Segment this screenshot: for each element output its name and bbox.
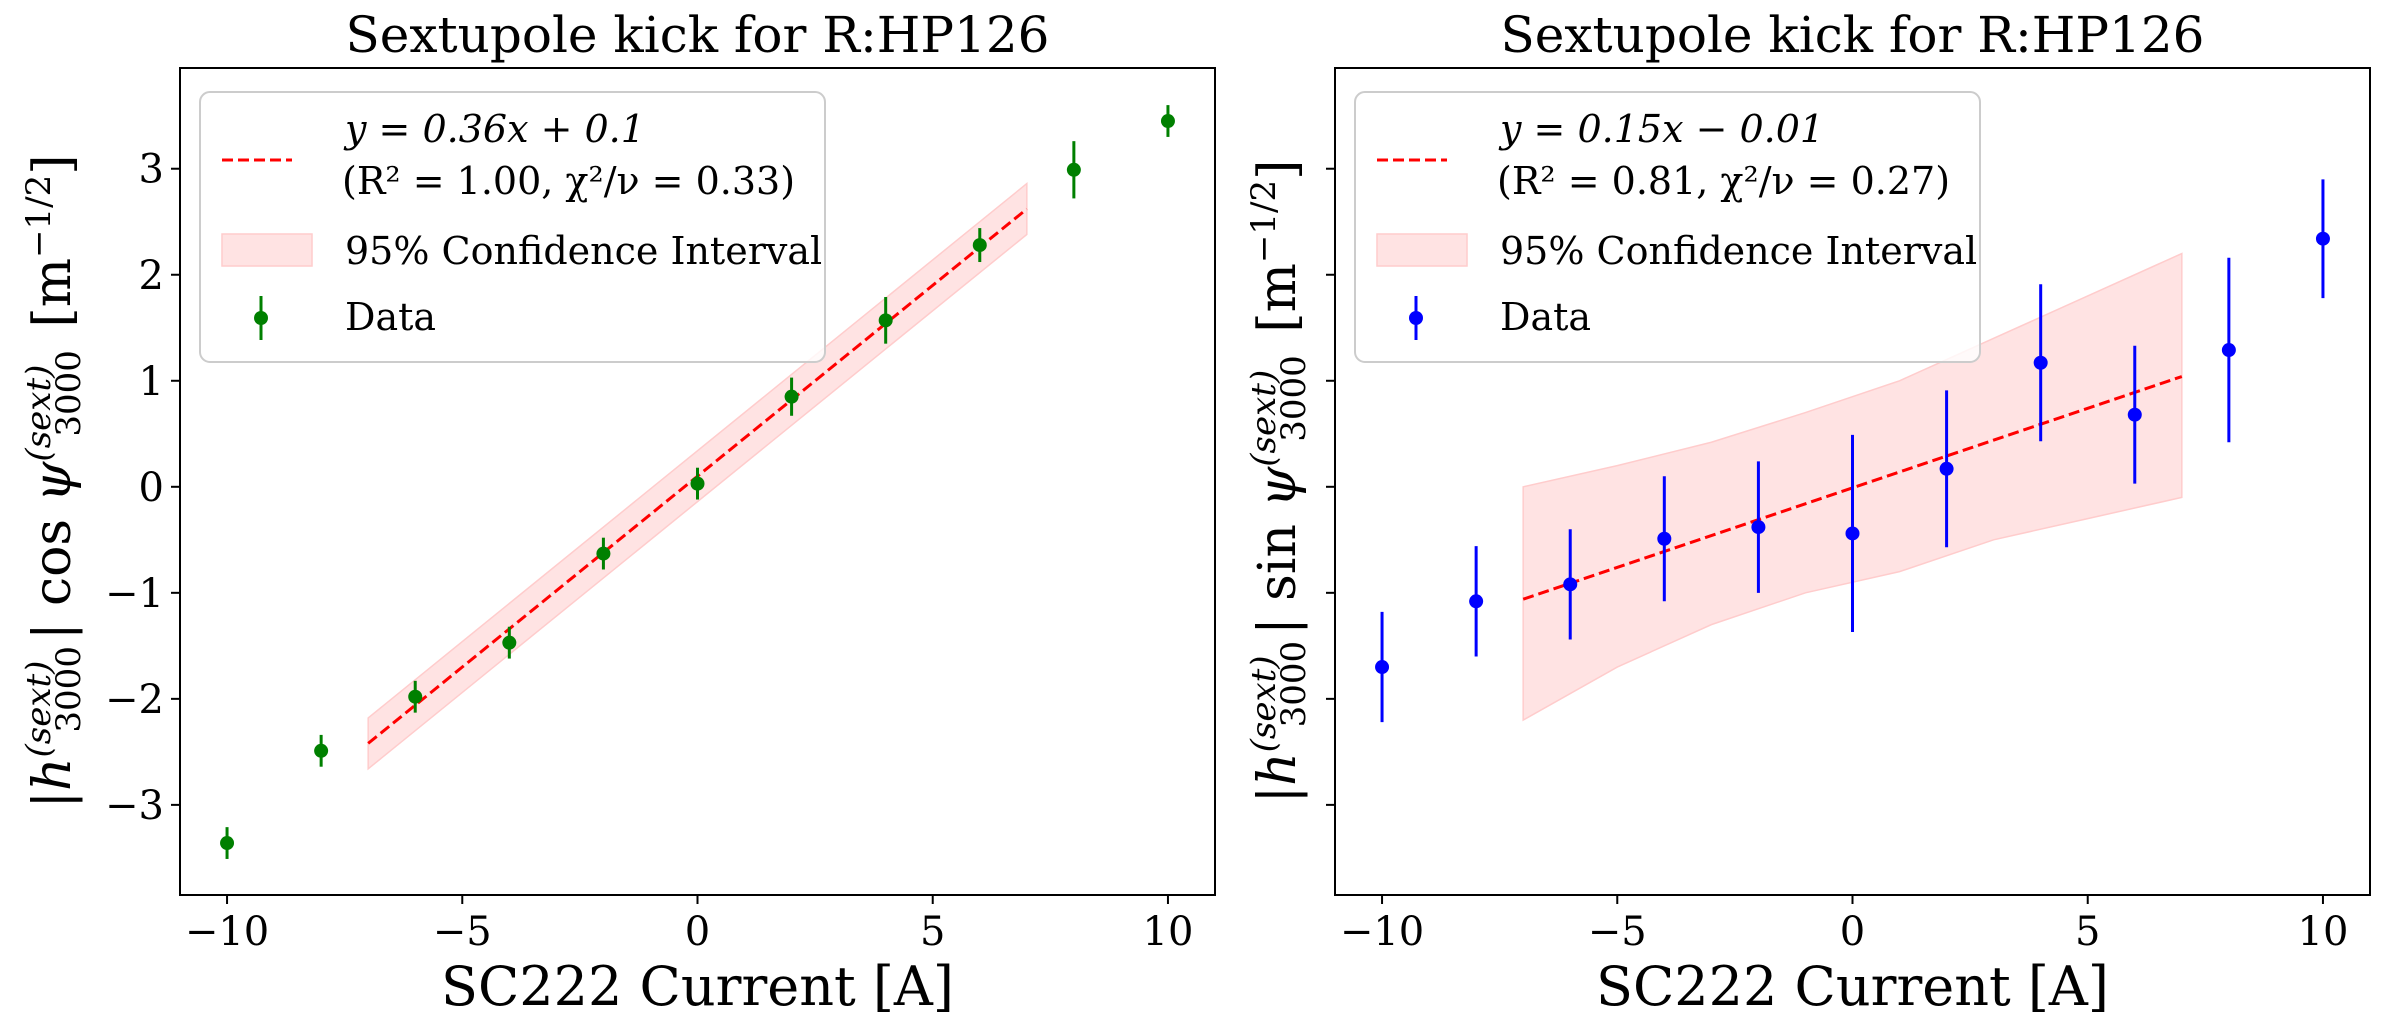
data-point bbox=[220, 827, 235, 859]
data-point bbox=[2315, 179, 2330, 299]
x-tick-label: −5 bbox=[1588, 909, 1647, 955]
legend-box bbox=[199, 91, 826, 363]
y-tick-label: 3 bbox=[139, 147, 164, 193]
y-tick-label: −2 bbox=[105, 677, 164, 723]
y-tick-label: 0 bbox=[139, 465, 164, 511]
legend-band-swatch bbox=[1376, 233, 1468, 267]
data-point bbox=[1066, 141, 1081, 199]
data-point bbox=[314, 734, 329, 767]
x-tick-label: 5 bbox=[920, 909, 945, 955]
legend: y = 0.36x + 0.1 (R² = 1.00, χ²/ν = 0.33) 9… bbox=[199, 91, 826, 363]
data-marker bbox=[1939, 461, 1954, 476]
legend-fit-stats: (R² = 1.00, χ²/ν = 0.33) bbox=[342, 159, 795, 203]
legend-fit-equation: y = 0.15x − 0.01 bbox=[1498, 107, 1824, 151]
data-point bbox=[596, 537, 611, 570]
data-point bbox=[1939, 390, 1954, 548]
data-point bbox=[2221, 257, 2236, 443]
data-marker bbox=[690, 476, 705, 491]
chart-title: Sextupole kick for R:HP126 bbox=[1501, 6, 2205, 64]
fit-line bbox=[1522, 375, 2183, 601]
data-marker bbox=[2221, 343, 2236, 358]
y-tick-label: 2 bbox=[139, 253, 164, 299]
data-point bbox=[1469, 546, 1484, 657]
data-marker bbox=[408, 689, 423, 704]
legend-band-label: 95% Confidence Interval bbox=[345, 229, 822, 273]
data-marker bbox=[1845, 526, 1860, 541]
y-tick-label: −3 bbox=[105, 783, 164, 829]
data-point bbox=[1845, 434, 1860, 633]
legend-data-marker bbox=[254, 311, 268, 325]
data-marker bbox=[314, 743, 329, 758]
x-axis-label: SC222 Current [A] bbox=[1596, 955, 2109, 1018]
x-tick-label: 10 bbox=[2298, 909, 2349, 955]
legend-data-label: Data bbox=[345, 295, 436, 339]
x-tick-label: 0 bbox=[685, 909, 710, 955]
data-marker bbox=[2315, 231, 2330, 246]
x-axis-label: SC222 Current [A] bbox=[441, 955, 954, 1018]
x-tick-label: 10 bbox=[1143, 909, 1194, 955]
data-point bbox=[1563, 529, 1578, 640]
svg-text:|h(sext)3000| cos ψ(sext)3000: |h(sext)3000| cos ψ(sext)3000 [m−1/2] bbox=[19, 154, 90, 808]
data-marker bbox=[1066, 162, 1081, 177]
chart-title: Sextupole kick for R:HP126 bbox=[346, 6, 1050, 64]
data-marker bbox=[972, 238, 987, 253]
data-marker bbox=[878, 313, 893, 328]
data-marker bbox=[1375, 660, 1390, 675]
legend-fit-equation: y = 0.36x + 0.1 bbox=[343, 107, 645, 151]
data-point bbox=[1375, 611, 1390, 723]
y-tick-label: −1 bbox=[105, 571, 164, 617]
legend-data-marker bbox=[1409, 311, 1423, 325]
data-marker bbox=[784, 389, 799, 404]
legend-data-label: Data bbox=[1500, 295, 1591, 339]
x-tick-label: −10 bbox=[185, 909, 269, 955]
y-axis-label: |h(sext)3000| cos ψ(sext)3000 [m−1/2] bbox=[19, 154, 90, 808]
x-tick-label: −5 bbox=[433, 909, 492, 955]
data-point bbox=[408, 680, 423, 713]
legend-fit-stats: (R² = 0.81, χ²/ν = 0.27) bbox=[1497, 159, 1950, 203]
legend-band-swatch bbox=[221, 233, 313, 267]
data-point bbox=[502, 626, 517, 659]
svg-text:|h(sext)3000| sin ψ(sext)3000: |h(sext)3000| sin ψ(sext)3000 [m−1/2] bbox=[1244, 160, 1315, 804]
data-point bbox=[1657, 476, 1672, 602]
data-point bbox=[690, 467, 705, 500]
data-point bbox=[784, 377, 799, 416]
legend: y = 0.15x − 0.01 (R² = 0.81, χ²/ν = 0.27)… bbox=[1354, 91, 1981, 363]
data-point bbox=[878, 297, 893, 344]
data-point bbox=[2127, 345, 2142, 484]
legend-band-label: 95% Confidence Interval bbox=[1500, 229, 1977, 273]
x-tick-label: −10 bbox=[1340, 909, 1424, 955]
data-point bbox=[1751, 461, 1766, 593]
data-marker bbox=[220, 836, 235, 851]
chart-1: Sextupole kick for R:HP126−10 −5 0 5 10−3−2−… bbox=[19, 6, 1216, 1018]
data-marker bbox=[1751, 520, 1766, 535]
legend-box bbox=[1354, 91, 1981, 363]
chart-2: Sextupole kick for R:HP126 −10 −5 0 5 10 SC222… bbox=[1244, 6, 2371, 1018]
data-point bbox=[972, 228, 987, 263]
x-tick-label: 0 bbox=[1840, 909, 1865, 955]
data-point bbox=[1160, 105, 1175, 137]
data-marker bbox=[2127, 407, 2142, 422]
data-point bbox=[2033, 284, 2048, 442]
y-axis-label: |h(sext)3000| sin ψ(sext)3000 [m−1/2] bbox=[1244, 160, 1315, 804]
data-marker bbox=[1469, 594, 1484, 609]
x-tick-label: 5 bbox=[2075, 909, 2100, 955]
y-tick-label: 1 bbox=[139, 359, 164, 405]
data-marker bbox=[1160, 114, 1175, 129]
data-marker bbox=[2033, 355, 2048, 370]
data-marker bbox=[596, 546, 611, 561]
data-marker bbox=[1563, 577, 1578, 592]
data-marker bbox=[502, 635, 517, 650]
data-marker bbox=[1657, 531, 1672, 546]
